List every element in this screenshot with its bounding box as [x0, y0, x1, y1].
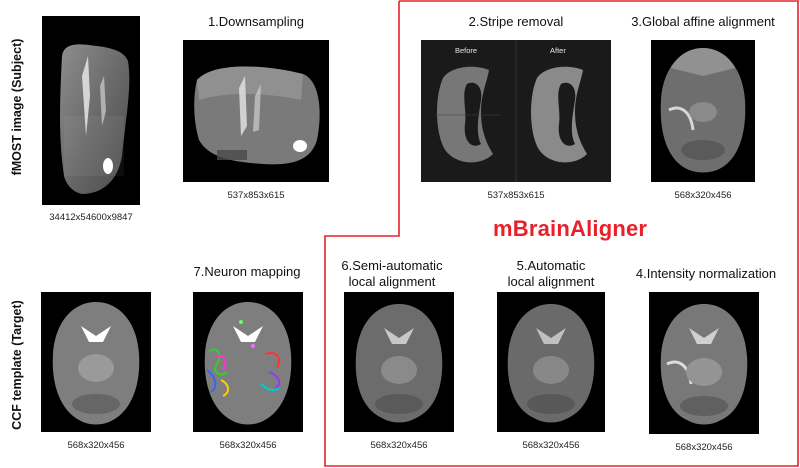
step-7-title: 7.Neuron mapping	[193, 264, 301, 279]
step-6-title-line-2: local alignment	[348, 274, 436, 289]
ccf-template-image	[41, 292, 151, 432]
neuron-mapping-dims: 568x320x456	[219, 440, 277, 451]
step-5-title-line-1: 5.Automatic	[516, 258, 586, 273]
mbrainaligner-label: mBrainAligner	[493, 216, 648, 241]
affine-aligned-image	[651, 40, 755, 182]
automatic-aligned-image	[497, 292, 605, 432]
intensity-normalized-image	[649, 292, 759, 434]
semi-automatic-dims: 568x320x456	[370, 440, 428, 451]
step-6-title-line-1: 6.Semi-automatic	[341, 258, 443, 273]
step-1-title: 1.Downsampling	[207, 14, 305, 29]
stripe-removal-dims: 537x853x615	[487, 190, 545, 201]
step-5-title: 5.Automatic local alignment	[486, 258, 616, 290]
downsampled-dims: 537x853x615	[227, 190, 285, 201]
semi-automatic-aligned-image	[344, 292, 454, 432]
intensity-dims: 568x320x456	[675, 442, 733, 453]
step-6-title: 6.Semi-automatic local alignment	[330, 258, 454, 290]
step-4-title: 4.Intensity normalization	[635, 266, 777, 281]
fmost-subject-image	[42, 16, 140, 205]
subject-dims: 34412x54600x9847	[49, 212, 133, 223]
ccf-dims: 568x320x456	[67, 440, 125, 451]
downsampled-image	[183, 40, 329, 182]
stripe-removal-image: Before After	[421, 40, 611, 182]
before-pane-label: Before	[455, 46, 478, 55]
step-3-title: 3.Global affine alignment	[631, 14, 775, 29]
affine-dims: 568x320x456	[674, 190, 732, 201]
step-5-title-line-2: local alignment	[507, 274, 595, 289]
step-2-title: 2.Stripe removal	[468, 14, 564, 29]
neuron-mapping-image	[193, 292, 303, 432]
automatic-dims: 568x320x456	[522, 440, 580, 451]
after-pane-label: After	[550, 46, 566, 55]
